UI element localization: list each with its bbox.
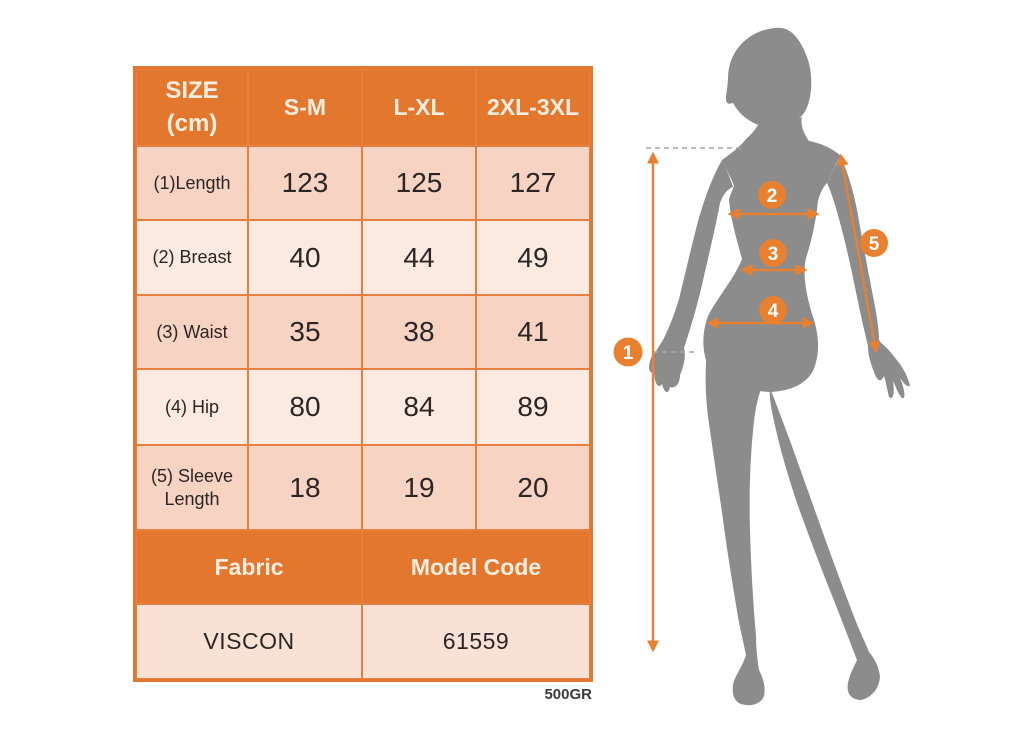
- row-length-2xl3xl: 127: [476, 146, 590, 220]
- row-breast-sm: 40: [248, 220, 362, 295]
- row-length-lxl: 125: [362, 146, 476, 220]
- silhouette-left-arm: [649, 160, 733, 393]
- row-hip-2xl3xl: 89: [476, 369, 590, 445]
- footer-fabric-header: Fabric: [136, 530, 362, 604]
- footer-model-code-value: 61559: [362, 604, 590, 679]
- svg-text:2: 2: [767, 186, 778, 207]
- row-waist-sm: 35: [248, 295, 362, 369]
- row-length-label: (1)Length: [136, 146, 248, 220]
- row-hip-sm: 80: [248, 369, 362, 445]
- row-hip-label: (4) Hip: [136, 369, 248, 445]
- weight-note: 500GR: [544, 686, 592, 703]
- silhouette-head: [725, 27, 812, 128]
- svg-text:4: 4: [768, 301, 779, 322]
- row-breast-2xl3xl: 49: [476, 220, 590, 295]
- marker-5: 5: [860, 229, 888, 257]
- silhouette-left-leg: [705, 351, 765, 706]
- svg-text:3: 3: [768, 244, 779, 265]
- row-sleeve-sm: 18: [248, 445, 362, 530]
- svg-text:5: 5: [869, 234, 880, 255]
- row-hip-lxl: 84: [362, 369, 476, 445]
- svg-text:1: 1: [623, 343, 634, 364]
- marker-3: 3: [759, 239, 787, 267]
- footer-fabric-value: VISCON: [136, 604, 362, 679]
- header-col-sm: S-M: [248, 69, 362, 146]
- silhouette-right-arm: [827, 157, 910, 399]
- row-length-sm: 123: [248, 146, 362, 220]
- marker-2: 2: [758, 181, 786, 209]
- size-chart-table: SIZE (cm) S-M L-XL 2XL-3XL (1)Length 123…: [133, 66, 593, 682]
- row-sleeve-lxl: 19: [362, 445, 476, 530]
- footer-model-code-header: Model Code: [362, 530, 590, 604]
- header-col-2xl3xl: 2XL-3XL: [476, 69, 590, 146]
- silhouette-right-leg: [769, 388, 880, 700]
- marker-1: 1: [613, 337, 643, 367]
- row-waist-2xl3xl: 41: [476, 295, 590, 369]
- row-breast-lxl: 44: [362, 220, 476, 295]
- row-waist-lxl: 38: [362, 295, 476, 369]
- marker-4: 4: [759, 296, 787, 324]
- sleeve-arrow: [836, 153, 881, 354]
- row-sleeve-2xl3xl: 20: [476, 445, 590, 530]
- row-waist-label: (3) Waist: [136, 295, 248, 369]
- row-breast-label: (2) Breast: [136, 220, 248, 295]
- female-silhouette: [649, 27, 910, 706]
- row-sleeve-label: (5) Sleeve Length: [136, 445, 248, 530]
- header-size-cm: SIZE (cm): [136, 69, 248, 146]
- header-col-lxl: L-XL: [362, 69, 476, 146]
- body-measurement-diagram: 1 2 3 4 5: [613, 27, 910, 706]
